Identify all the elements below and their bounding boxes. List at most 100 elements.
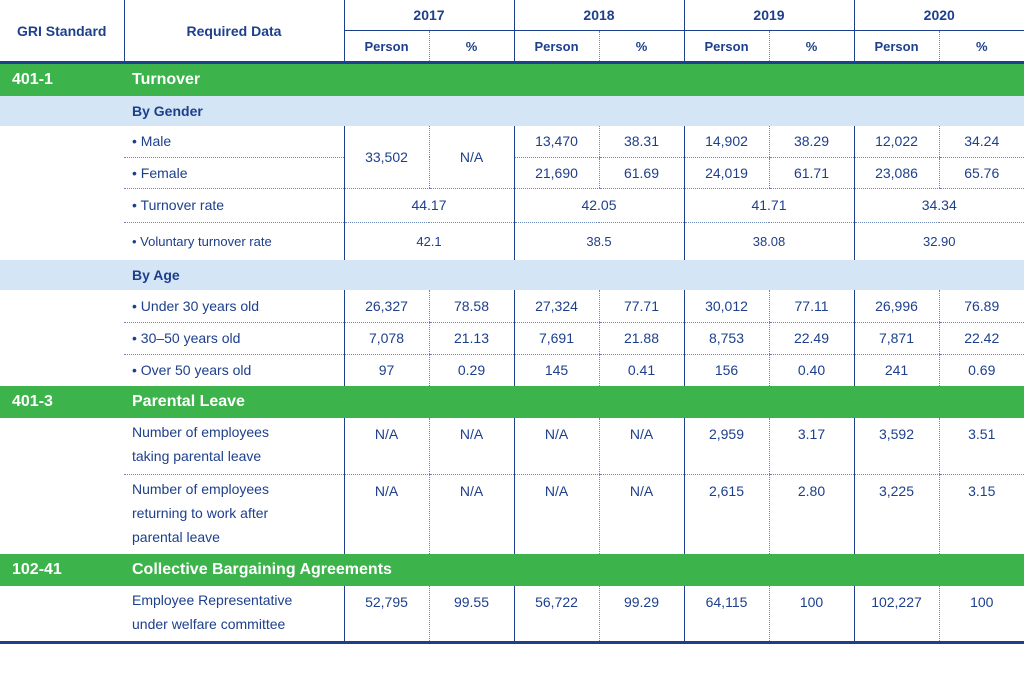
row-label-line: taking parental leave <box>132 448 262 464</box>
row-label: • Voluntary turnover rate <box>132 233 272 249</box>
cell-value: 2.80 <box>768 474 854 554</box>
year-2019: 2019 <box>683 0 854 31</box>
table-row: • Male 33,502 N/A 13,470 38.31 14,902 38… <box>0 126 1024 189</box>
col-gri-standard: GRI Standard <box>0 0 124 64</box>
row-label: • Female <box>124 157 344 189</box>
cell-value: 38.08 <box>683 222 854 260</box>
cell-value: 156 <box>683 354 769 386</box>
row-label-line: Employee Representative <box>132 592 293 608</box>
table-row: Number of employees returning to work af… <box>0 474 1024 554</box>
row-label: Employee Representative under welfare co… <box>124 586 344 644</box>
col-required-data: Required Data <box>123 0 344 64</box>
cell-value: 99.55 <box>428 586 514 644</box>
cell-value: N/A <box>513 418 599 475</box>
cell-value: 0.69 <box>938 354 1024 386</box>
cell-value: N/A <box>598 418 684 475</box>
cell-value: 12,022 <box>853 126 939 158</box>
cell-value: N/A <box>428 474 514 554</box>
cell-value: 42.1 <box>343 222 514 260</box>
cell-value: 21.13 <box>428 322 514 355</box>
sub-pct: % <box>938 30 1024 64</box>
table-row: • Voluntary turnover rate 42.1 38.5 38.0… <box>0 222 1024 260</box>
cell-value: 21,690 <box>513 157 599 189</box>
section-code: 401-3 <box>0 386 124 418</box>
section-title: Parental Leave <box>124 386 1024 418</box>
cell-value: 0.29 <box>428 354 514 386</box>
cell-value: 7,691 <box>513 322 599 355</box>
row-label: • 30–50 years old <box>124 322 344 355</box>
cell-value: 44.17 <box>343 188 514 223</box>
cell-value: 61.71 <box>768 157 854 189</box>
cell-value: 42.05 <box>513 188 684 223</box>
cell-value: 34.34 <box>853 188 1024 223</box>
cell-value: N/A <box>598 474 684 554</box>
cell-value: 7,871 <box>853 322 939 355</box>
sub-pct: % <box>428 30 514 64</box>
cell-value: 0.40 <box>768 354 854 386</box>
row-label-line: Number of employees <box>132 480 269 497</box>
cell-value: 41.71 <box>683 188 854 223</box>
cell-value: 34.24 <box>938 126 1024 158</box>
table-row: • Under 30 years old 26,327 78.58 27,324… <box>0 290 1024 323</box>
cell-value: 13,470 <box>513 126 599 158</box>
section-code: 401-1 <box>0 62 124 96</box>
cell-value: 64,115 <box>683 586 769 644</box>
section-title: Collective Bargaining Agreements <box>124 554 1024 586</box>
cell-value: 145 <box>513 354 599 386</box>
cell-value: 26,996 <box>853 290 939 323</box>
cell-value: N/A <box>428 126 514 189</box>
cell-value: 32.90 <box>853 222 1024 260</box>
subsection-label: By Age <box>124 260 1024 290</box>
sub-pct: % <box>768 30 854 64</box>
sub-person: Person <box>683 30 769 64</box>
table-row: • Turnover rate 44.17 42.05 41.71 34.34 <box>0 188 1024 223</box>
cell-value: 14,902 <box>683 126 769 158</box>
cell-value: N/A <box>513 474 599 554</box>
section-parental-leave: 401-3 Parental Leave <box>0 386 1024 418</box>
row-label: • Turnover rate <box>124 188 344 223</box>
subsection-label: By Gender <box>124 96 1024 126</box>
row-label: • Under 30 years old <box>124 290 344 323</box>
row-label-line: Number of employees <box>132 424 269 440</box>
cell-value: 2,615 <box>683 474 769 554</box>
cell-value: 21.88 <box>598 322 684 355</box>
cell-value: 99.29 <box>598 586 684 644</box>
cell-value: 100 <box>768 586 854 644</box>
subsection-by-gender: By Gender <box>0 96 1024 126</box>
year-2017: 2017 <box>343 0 514 31</box>
cell-value: 3,225 <box>853 474 939 554</box>
section-turnover: 401-1 Turnover <box>0 62 1024 96</box>
cell-value: 38.31 <box>598 126 684 158</box>
cell-value: 76.89 <box>938 290 1024 323</box>
table-row: • Over 50 years old 97 0.29 145 0.41 156… <box>0 354 1024 386</box>
cell-value: 97 <box>343 354 429 386</box>
row-label: • Male <box>124 126 344 158</box>
cell-value: 61.69 <box>598 157 684 189</box>
cell-value: 3.51 <box>938 418 1024 475</box>
cell-value: N/A <box>343 474 429 554</box>
section-collective-bargaining: 102-41 Collective Bargaining Agreements <box>0 554 1024 586</box>
cell-value: 24,019 <box>683 157 769 189</box>
sub-person: Person <box>343 30 429 64</box>
row-label-line: under welfare committee <box>132 616 286 632</box>
section-title: Turnover <box>124 62 1024 96</box>
row-label: • Over 50 years old <box>132 362 252 379</box>
cell-value: 2,959 <box>683 418 769 475</box>
cell-value: 33,502 <box>343 126 429 189</box>
gri-data-table: GRI Standard Required Data 2017 2018 201… <box>0 0 1024 644</box>
table-row: • 30–50 years old 7,078 21.13 7,691 21.8… <box>0 322 1024 355</box>
table-row: Number of employees taking parental leav… <box>0 418 1024 475</box>
cell-value: 3.15 <box>938 474 1024 554</box>
row-label: Number of employees returning to work af… <box>124 474 344 554</box>
row-label-line: parental leave <box>132 528 220 545</box>
row-label-line: returning to work after <box>132 504 269 521</box>
sub-person: Person <box>853 30 939 64</box>
cell-value: N/A <box>428 418 514 475</box>
cell-value: 78.58 <box>428 290 514 323</box>
cell-value: 56,722 <box>513 586 599 644</box>
cell-value: 102,227 <box>853 586 939 644</box>
sub-pct: % <box>598 30 684 64</box>
cell-value: 23,086 <box>853 157 939 189</box>
row-label: Number of employees taking parental leav… <box>124 418 344 475</box>
cell-value: 22.42 <box>938 322 1024 355</box>
